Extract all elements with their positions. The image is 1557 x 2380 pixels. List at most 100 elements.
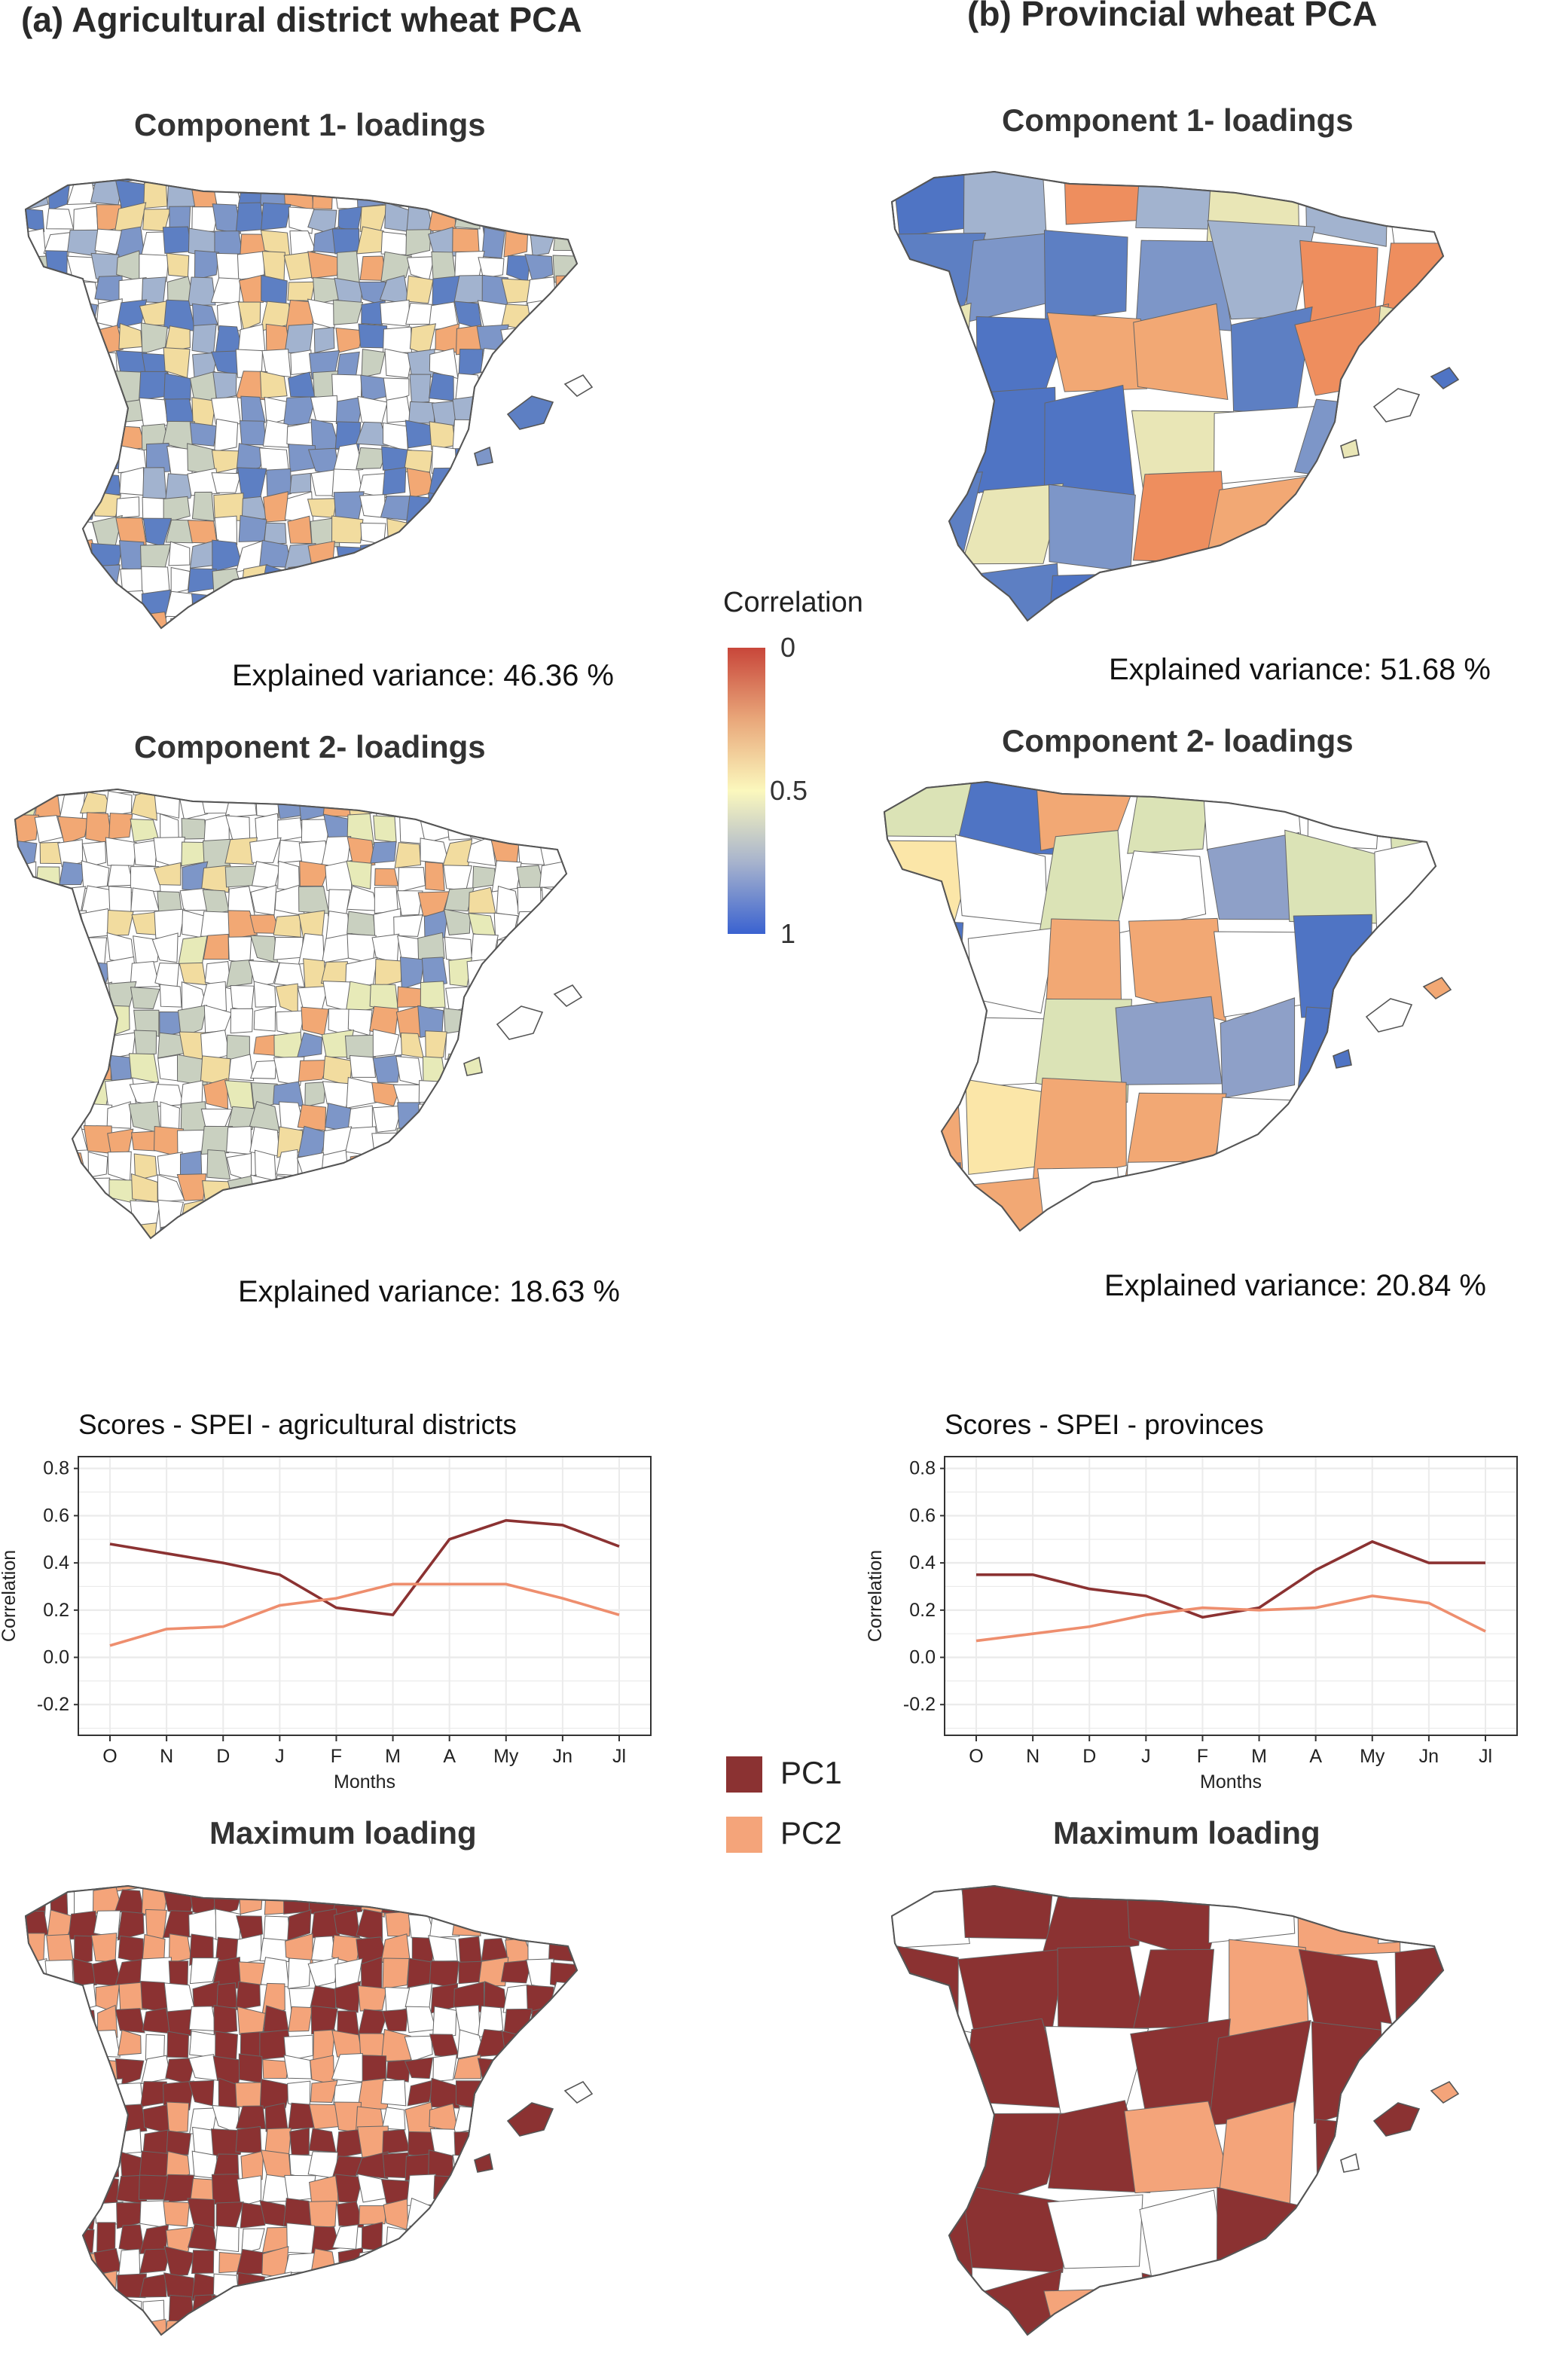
- region: [43, 348, 74, 376]
- region: [429, 517, 457, 543]
- map-a-max-loading: [23, 1865, 685, 2354]
- region: [371, 1176, 399, 1207]
- region: [554, 426, 579, 450]
- region: [287, 2223, 316, 2254]
- region: [179, 936, 207, 966]
- region: [578, 1865, 603, 1889]
- x-tick-label: D: [1082, 1746, 1096, 1767]
- region: [91, 613, 117, 637]
- region: [480, 2321, 505, 2345]
- region: [553, 323, 580, 350]
- region: [34, 1080, 65, 1109]
- region: [480, 2202, 508, 2231]
- region: [276, 1176, 301, 1205]
- region: [444, 1223, 473, 1250]
- region: [44, 324, 75, 353]
- region: [33, 962, 61, 987]
- region: [553, 2107, 578, 2132]
- region: [433, 2055, 456, 2082]
- region: [484, 423, 503, 451]
- region: [357, 569, 387, 594]
- region: [542, 1078, 567, 1106]
- region: [380, 300, 410, 326]
- region: [23, 2223, 44, 2249]
- region: [348, 1176, 377, 1206]
- region: [23, 2079, 49, 2109]
- region: [496, 771, 519, 794]
- region: [71, 158, 98, 186]
- a-component2-title: Component 2- loadings: [134, 731, 486, 767]
- region: [478, 568, 506, 592]
- region: [453, 420, 481, 450]
- region: [383, 2251, 411, 2276]
- region: [1383, 243, 1481, 315]
- region: [227, 1201, 254, 1229]
- region: [264, 1865, 292, 1889]
- x-tick-label: A: [443, 1746, 456, 1767]
- y-axis-label: Correlation: [0, 1550, 20, 1642]
- region: [528, 2247, 554, 2272]
- region: [206, 1227, 228, 1247]
- region: [166, 2102, 188, 2132]
- region: [254, 1006, 275, 1031]
- chart-title: Scores - SPEI - provinces: [945, 1409, 1264, 1440]
- x-tick-label: Jl: [1479, 1746, 1492, 1767]
- region: [312, 1936, 336, 1962]
- region: [553, 567, 575, 591]
- region: [1223, 553, 1314, 633]
- region: [481, 1866, 508, 1892]
- region: [503, 1886, 532, 1913]
- plot-area: [945, 1457, 1517, 1735]
- region: [134, 1030, 156, 1054]
- region: [1282, 1164, 1388, 1243]
- region: [552, 2249, 577, 2278]
- region: [555, 2202, 580, 2227]
- y-tick-label: 0.8: [43, 1458, 69, 1479]
- region: [43, 2082, 70, 2106]
- region: [459, 1936, 481, 1962]
- region: [579, 444, 600, 473]
- region: [291, 350, 311, 375]
- region: [453, 2178, 484, 2204]
- region: [32, 1005, 64, 1033]
- region: [564, 888, 591, 912]
- region: [68, 2327, 96, 2351]
- region: [551, 468, 579, 499]
- region: [23, 591, 45, 619]
- region: [337, 251, 359, 282]
- region: [1375, 1170, 1475, 1243]
- region: [566, 814, 592, 841]
- island: [508, 396, 553, 429]
- region: [67, 450, 99, 471]
- region: [215, 2226, 239, 2251]
- region: [23, 229, 46, 257]
- region: [429, 588, 460, 618]
- region: [164, 158, 191, 183]
- region: [399, 1203, 426, 1230]
- region: [517, 887, 541, 914]
- region: [237, 2272, 267, 2302]
- region: [313, 179, 333, 209]
- region: [336, 2129, 361, 2158]
- region: [91, 2318, 122, 2347]
- region: [71, 616, 99, 640]
- region: [551, 2030, 579, 2062]
- b-component1-title: Component 1- loadings: [1002, 104, 1354, 140]
- region: [68, 1866, 98, 1887]
- region: [575, 520, 602, 545]
- region: [444, 1082, 471, 1109]
- region: [92, 2297, 122, 2321]
- region: [521, 1150, 544, 1179]
- region: [337, 2011, 359, 2035]
- island: [475, 2154, 493, 2172]
- region: [239, 2054, 261, 2083]
- region: [477, 499, 505, 519]
- region: [43, 2226, 74, 2254]
- region: [25, 158, 47, 185]
- region: [308, 1866, 337, 1890]
- region: [574, 1988, 604, 2009]
- region: [250, 769, 276, 794]
- region: [895, 2019, 984, 2120]
- region: [502, 1912, 531, 1940]
- region: [420, 1155, 450, 1180]
